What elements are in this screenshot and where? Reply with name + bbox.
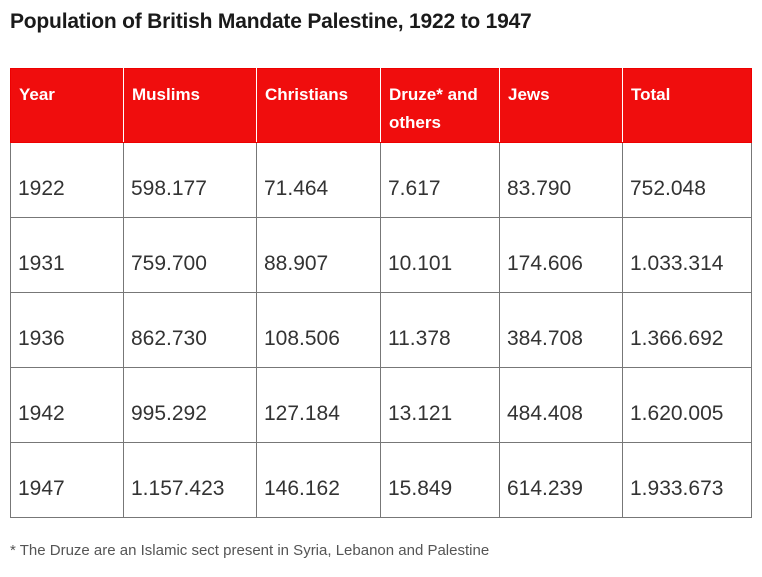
table-row: 1936 862.730 108.506 11.378 384.708 1.366.692	[10, 292, 752, 368]
value-cell: 384.708	[499, 292, 623, 368]
value-cell: 1.157.423	[123, 442, 257, 518]
table-row: 1922 598.177 71.464 7.617 83.790 752.048	[10, 142, 752, 218]
table-body: 1922 598.177 71.464 7.617 83.790 752.048 1931 7…	[10, 142, 752, 518]
population-table: Year Muslims Christians Druze* and others Je…	[10, 68, 752, 518]
value-cell: 174.606	[499, 217, 623, 293]
year-cell: 1942	[10, 367, 124, 443]
value-cell: 127.184	[256, 367, 381, 443]
value-cell: 1.620.005	[622, 367, 752, 443]
header-row: Year Muslims Christians Druze* and others Je…	[10, 68, 752, 143]
value-cell: 15.849	[380, 442, 500, 518]
value-cell: 1.033.314	[622, 217, 752, 293]
column-header: Christians	[256, 68, 381, 143]
year-cell: 1922	[10, 142, 124, 218]
column-header: Druze* and others	[380, 68, 500, 143]
column-header: Jews	[499, 68, 623, 143]
value-cell: 146.162	[256, 442, 381, 518]
value-cell: 7.617	[380, 142, 500, 218]
value-cell: 71.464	[256, 142, 381, 218]
value-cell: 108.506	[256, 292, 381, 368]
year-cell: 1947	[10, 442, 124, 518]
value-cell: 13.121	[380, 367, 500, 443]
column-header: Year	[10, 68, 124, 143]
value-cell: 83.790	[499, 142, 623, 218]
table-head: Year Muslims Christians Druze* and others Je…	[10, 68, 752, 143]
year-cell: 1936	[10, 292, 124, 368]
value-cell: 88.907	[256, 217, 381, 293]
value-cell: 1.933.673	[622, 442, 752, 518]
value-cell: 752.048	[622, 142, 752, 218]
value-cell: 11.378	[380, 292, 500, 368]
value-cell: 10.101	[380, 217, 500, 293]
column-header: Muslims	[123, 68, 257, 143]
value-cell: 862.730	[123, 292, 257, 368]
table-row: 1931 759.700 88.907 10.101 174.606 1.033.314	[10, 217, 752, 293]
year-cell: 1931	[10, 217, 124, 293]
value-cell: 1.366.692	[622, 292, 752, 368]
value-cell: 614.239	[499, 442, 623, 518]
column-header: Total	[622, 68, 752, 143]
value-cell: 759.700	[123, 217, 257, 293]
value-cell: 484.408	[499, 367, 623, 443]
footnote: * The Druze are an Islamic sect present …	[10, 542, 490, 559]
table-row: 1947 1.157.423 146.162 15.849 614.239 1.933.6…	[10, 442, 752, 518]
table-row: 1942 995.292 127.184 13.121 484.408 1.620.005	[10, 367, 752, 443]
value-cell: 995.292	[123, 367, 257, 443]
table-title: Population of British Mandate Palestine,…	[10, 10, 532, 33]
value-cell: 598.177	[123, 142, 257, 218]
